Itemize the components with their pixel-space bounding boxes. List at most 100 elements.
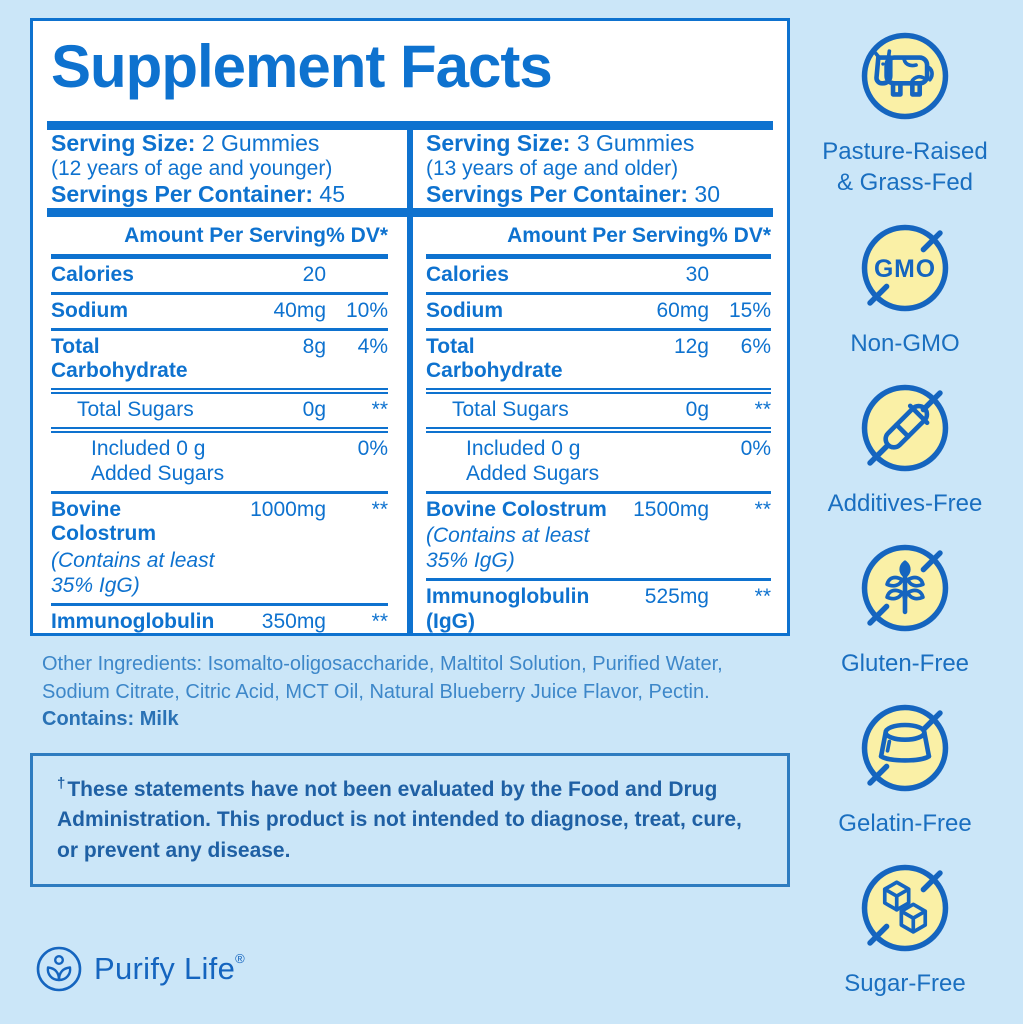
row-name: Total Sugars [77, 398, 194, 422]
amount-per-serving-header: Amount Per Serving [507, 224, 709, 248]
table-row: Total Sugars 0g ** [426, 388, 771, 427]
row-name: Sodium [51, 298, 128, 322]
row-amount: 60mg [656, 298, 709, 322]
row-name: Included 0 g Added Sugars [91, 437, 225, 485]
serving-section: Serving Size: 2 Gummies (12 years of age… [47, 130, 773, 208]
table-row: Calories 20 [51, 254, 388, 292]
row-dv: 0% [740, 437, 771, 461]
badge-non-gmo: GMO Non-GMO [805, 222, 1005, 360]
table-row: Calories 30 [426, 254, 771, 292]
servings-per-container-value: 30 [688, 181, 721, 208]
row-name: Immunoglobulin (IgG) [51, 609, 215, 633]
fda-disclaimer-box: †These statements have not been evaluate… [30, 753, 790, 888]
no-gmo-icon: GMO [861, 224, 949, 312]
row-amount: 0g [685, 398, 709, 422]
cow-icon [861, 32, 949, 120]
table-row: Total Carbohydrate 12g 6% [426, 327, 771, 389]
row-dv: 6% [740, 334, 771, 358]
row-amount: 350mg [261, 609, 326, 633]
serving-left: Serving Size: 2 Gummies (12 years of age… [47, 130, 410, 208]
row-dv: 4% [357, 334, 388, 358]
panel-title: Supplement Facts [51, 33, 553, 100]
svg-text:GMO: GMO [874, 256, 936, 283]
badge-label: Pasture-Raised & Grass-Fed [822, 138, 988, 196]
disclaimer-text: These statements have not been evaluated… [57, 778, 742, 862]
no-gluten-icon [861, 544, 949, 632]
table-row: Bovine Colostrum (Contains at least 35% I… [51, 490, 388, 603]
contains-statement: Contains: Milk [42, 708, 179, 730]
badge-sugar-free: Sugar-Free [805, 862, 1005, 1000]
servings-per-container-label: Servings Per Container: [426, 181, 689, 208]
badge-label: Additives-Free [827, 490, 983, 517]
row-name: Total Carbohydrate [426, 334, 563, 383]
servings-per-container-label: Servings Per Container: [51, 181, 314, 208]
table-row: Bovine Colostrum (Contains at least 35% I… [426, 490, 771, 578]
no-additives-icon [861, 384, 949, 472]
row-dv: ** [371, 497, 388, 521]
badge-additives-free: Additives-Free [805, 382, 1005, 520]
nutrient-section: Amount Per Serving % DV* Calories 20 Sod… [47, 217, 773, 633]
row-name: Calories [426, 263, 509, 287]
badge-label: Gelatin-Free [838, 810, 972, 837]
column-header: Amount Per Serving % DV* [51, 217, 388, 254]
table-row: Total Carbohydrate 8g 4% [51, 327, 388, 389]
row-dv: ** [754, 584, 771, 608]
row-amount: 12g [673, 334, 709, 358]
row-dv: 10% [345, 298, 388, 322]
serving-right: Serving Size: 3 Gummies (13 years of age… [410, 130, 773, 208]
row-amount: 1500mg [633, 497, 709, 521]
table-row: Total Sugars 0g ** [51, 388, 388, 427]
row-amount: 525mg [644, 584, 709, 608]
dagger-symbol: † [57, 775, 66, 792]
row-name: Sodium [426, 298, 503, 322]
nutrient-column-left: Amount Per Serving % DV* Calories 20 Sod… [47, 217, 410, 633]
nutrient-column-right: Amount Per Serving % DV* Calories 30 Sod… [410, 217, 773, 633]
amount-per-serving-header: Amount Per Serving [124, 224, 326, 248]
row-amount: 8g [302, 334, 326, 358]
no-gelatin-icon [861, 704, 949, 792]
row-note: (Contains at least 35% IgG) [51, 549, 215, 597]
table-row: Immunoglobulin (IgG) 525mg ** [426, 577, 771, 633]
row-dv: ** [754, 497, 771, 521]
badge-pasture-raised: Pasture-Raised & Grass-Fed [805, 30, 1005, 198]
badge-gluten-free: Gluten-Free [805, 542, 1005, 680]
row-amount: 1000mg [250, 497, 326, 521]
table-row: Included 0 g Added Sugars 0% [51, 427, 388, 491]
row-name: Total Sugars [452, 398, 569, 422]
row-name: Included 0 g Added Sugars [466, 437, 600, 485]
brand-logo: Purify Life® [34, 944, 245, 994]
row-dv: ** [754, 398, 771, 422]
column-divider [407, 121, 413, 633]
row-amount: 0g [302, 398, 326, 422]
row-amount: 20 [302, 263, 326, 287]
badge-label: Gluten-Free [840, 650, 970, 677]
table-row: Immunoglobulin (IgG) 350mg ** [51, 602, 388, 633]
brand-name: Purify Life [94, 951, 236, 986]
dv-header: % DV* [326, 224, 388, 248]
row-name: Immunoglobulin (IgG) [426, 584, 590, 633]
age-note: (13 years of age and older) [426, 157, 679, 181]
age-note: (12 years of age and younger) [51, 157, 333, 181]
registered-mark: ® [235, 950, 245, 966]
badge-label: Sugar-Free [844, 970, 966, 997]
serving-size-label: Serving Size: [426, 130, 571, 156]
row-dv: ** [371, 609, 388, 633]
row-amount: 40mg [273, 298, 326, 322]
no-sugar-icon [861, 864, 949, 952]
row-amount: 30 [685, 263, 709, 287]
serving-size-label: Serving Size: [51, 130, 196, 156]
row-dv: ** [371, 398, 388, 422]
row-name: Calories [51, 263, 134, 287]
table-row: Sodium 60mg 15% [426, 291, 771, 328]
table-row: Sodium 40mg 10% [51, 291, 388, 328]
table-row: Included 0 g Added Sugars 0% [426, 427, 771, 491]
servings-per-container-value: 45 [313, 181, 346, 208]
row-name: Bovine Colostrum [426, 497, 607, 521]
dv-header: % DV* [709, 224, 771, 248]
facts-table: Serving Size: 2 Gummies (12 years of age… [47, 121, 773, 633]
purify-life-logo-icon [36, 946, 82, 992]
row-note: (Contains at least 35% IgG) [426, 524, 590, 573]
row-dv: 15% [728, 298, 771, 322]
column-header: Amount Per Serving % DV* [426, 217, 771, 254]
